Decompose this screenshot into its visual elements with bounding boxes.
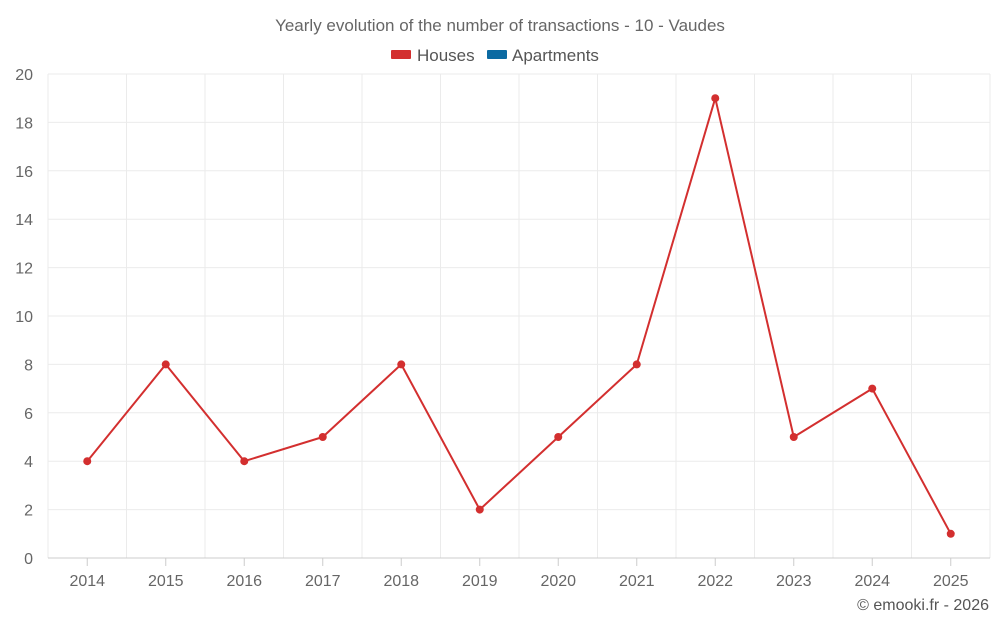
gridlines [47,73,991,558]
chart-title: Yearly evolution of the number of transa… [275,16,725,35]
data-point-houses[interactable] [554,433,563,441]
series-line-houses [86,97,952,535]
legend: Houses Apartments [391,46,599,65]
series [83,94,955,538]
x-tick-label: 2018 [383,573,419,590]
data-point-houses[interactable] [868,384,877,393]
data-point-houses[interactable] [475,505,484,514]
x-tick-label: 2021 [619,573,655,590]
data-point-houses[interactable] [83,457,92,466]
legend-item-apartments[interactable]: Apartments [487,46,599,65]
y-tick-label: 18 [15,115,33,132]
x-tick-label: 2016 [226,573,262,590]
x-tick-label: 2022 [697,573,733,590]
y-tick-label: 20 [15,67,33,84]
y-tick-label: 6 [24,406,33,423]
legend-item-houses[interactable]: Houses [391,46,475,65]
x-tick-label: 2025 [933,573,969,590]
x-tick-label: 2015 [148,573,184,590]
data-point-houses[interactable] [318,433,327,441]
data-point-houses[interactable] [946,529,955,538]
y-tick-label: 16 [15,164,33,181]
data-point-houses[interactable] [240,457,249,466]
legend-label-apartments: Apartments [512,46,599,65]
credit-text: © emooki.fr - 2026 [857,597,989,614]
legend-label-houses: Houses [417,46,475,65]
legend-swatch-houses [391,50,411,59]
y-tick-label: 14 [15,212,33,229]
axes: 0 2 4 6 8 10 12 14 16 18 20 2014 2015 2016 2017 2018 201… [15,67,990,590]
data-point-houses[interactable] [789,433,798,441]
x-tick-label: 2023 [776,573,812,590]
legend-swatch-apartments [487,50,507,59]
y-tick-label: 10 [15,309,33,326]
x-tick-label: 2024 [854,573,890,590]
data-point-houses[interactable] [711,94,720,103]
y-tick-label: 2 [24,503,33,520]
y-tick-label: 4 [24,454,33,471]
x-tick-label: 2014 [69,573,105,590]
y-tick-label: 0 [24,551,33,568]
x-tick-label: 2020 [540,573,576,590]
x-tick-label: 2017 [305,573,341,590]
x-tick-label: 2019 [462,573,498,590]
y-tick-label: 8 [24,357,33,374]
data-point-houses[interactable] [632,360,641,369]
data-point-houses[interactable] [397,360,406,369]
data-point-houses[interactable] [161,360,170,369]
y-tick-label: 12 [15,261,33,278]
